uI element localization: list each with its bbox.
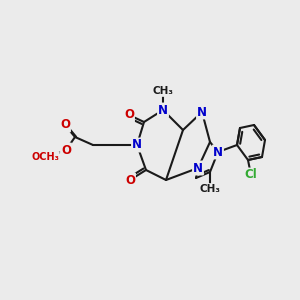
Text: O: O	[61, 143, 71, 157]
Text: CH₃: CH₃	[152, 86, 173, 96]
Text: N: N	[132, 139, 142, 152]
Text: Cl: Cl	[244, 169, 257, 182]
Text: N: N	[213, 146, 223, 158]
Text: O: O	[125, 173, 135, 187]
Text: OCH₃: OCH₃	[31, 152, 59, 162]
Text: CH₃: CH₃	[200, 184, 220, 194]
Text: N: N	[158, 103, 168, 116]
Text: O: O	[124, 109, 134, 122]
Text: O: O	[60, 118, 70, 131]
Text: N: N	[193, 161, 203, 175]
Text: N: N	[197, 106, 207, 118]
